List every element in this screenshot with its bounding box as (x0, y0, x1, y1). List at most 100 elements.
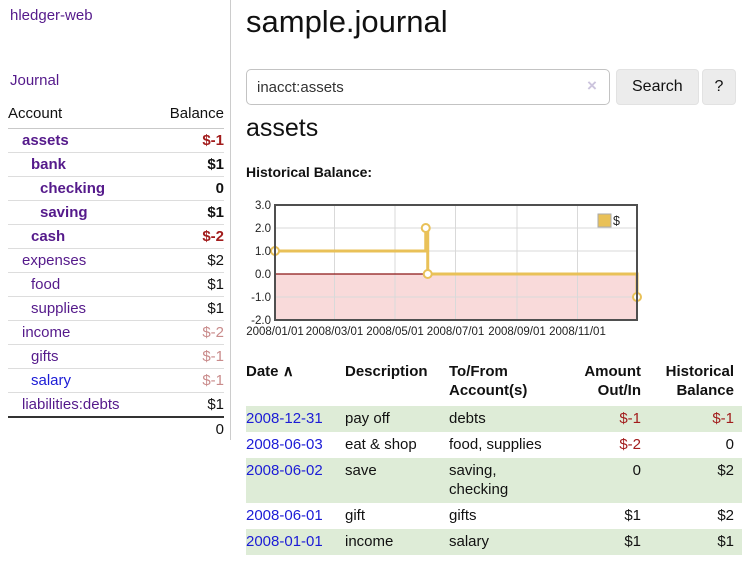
accounts-header-balance: Balance (153, 102, 224, 129)
transaction-description: eat & shop (345, 436, 417, 453)
account-link[interactable]: income (22, 324, 71, 341)
account-balance: $-2 (153, 320, 224, 345)
register-header-description: Description (345, 363, 428, 380)
svg-text:3.0: 3.0 (255, 200, 271, 212)
transaction-date-link[interactable]: 2008-12-31 (246, 410, 323, 427)
account-row: assets $-1 (8, 128, 224, 153)
account-link[interactable]: bank (31, 156, 67, 173)
account-link[interactable]: food (31, 276, 61, 293)
svg-text:2008/03/01: 2008/03/01 (306, 326, 364, 338)
register-header-balance: Historical Balance (665, 363, 734, 399)
account-link[interactable]: supplies (31, 300, 87, 317)
account-row: income $-2 (8, 320, 224, 345)
transaction-balance: 0 (725, 436, 734, 453)
search-button[interactable]: Search (616, 69, 699, 105)
accounts-table: Account Balance assets $-1 bank $1 checking 0… (8, 102, 224, 441)
clear-search-icon[interactable]: × (587, 76, 597, 95)
accounts-total-balance: 0 (153, 416, 224, 441)
transaction-accounts: saving, checking (449, 458, 561, 503)
svg-text:0.0: 0.0 (255, 269, 271, 281)
transaction-description: pay off (345, 406, 449, 432)
account-balance: $1 (153, 392, 224, 418)
account-balance: $-2 (153, 224, 224, 249)
account-link[interactable]: expenses (22, 252, 87, 269)
account-link[interactable]: salary (31, 372, 72, 389)
svg-text:2008/11/01: 2008/11/01 (549, 326, 606, 338)
svg-text:-2.0: -2.0 (251, 315, 271, 327)
register-row: 2008-06-03 eat & shop food, supplies $-2 0 (246, 432, 742, 458)
account-link[interactable]: saving (40, 204, 88, 221)
register-table: Date ∧ Description To/From Account(s) Am… (246, 358, 742, 555)
register-header-date[interactable]: Date ∧ (246, 358, 345, 406)
register-row: 2008-01-01 income salary $1 $1 (246, 529, 742, 555)
transaction-accounts: gifts (449, 507, 477, 524)
sidebar-divider (230, 0, 231, 440)
account-balance: $1 (153, 200, 224, 225)
transaction-date-link[interactable]: 2008-06-01 (246, 507, 323, 524)
account-link[interactable]: gifts (31, 348, 59, 365)
account-balance: $-1 (153, 344, 224, 369)
account-row: saving $1 (8, 200, 224, 225)
account-row: liabilities:debts $1 (8, 392, 224, 418)
account-link[interactable]: cash (31, 228, 66, 245)
transaction-balance: $1 (649, 529, 742, 555)
svg-text:2008/09/01: 2008/09/01 (488, 326, 546, 338)
transaction-amount: 0 (561, 458, 649, 503)
account-balance: $2 (153, 248, 224, 273)
transaction-amount: $1 (624, 507, 641, 524)
transaction-amount: $-2 (619, 436, 641, 453)
transaction-balance: $-1 (649, 406, 742, 432)
account-balance: $-1 (153, 128, 224, 153)
sort-ascending-icon: ∧ (282, 363, 294, 380)
accounts-header-account: Account (8, 102, 154, 129)
register-header-date-label: Date (246, 363, 279, 380)
transaction-balance: $2 (649, 458, 742, 503)
account-row: bank $1 (8, 152, 224, 177)
account-link[interactable]: checking (40, 180, 106, 197)
svg-text:$: $ (613, 214, 620, 228)
account-row: cash $-2 (8, 224, 224, 249)
account-balance: $1 (153, 152, 224, 177)
accounts-total-row: 0 (8, 416, 224, 441)
register-header-amount: Amount Out/In (584, 363, 641, 399)
accounts-table-body: assets $-1 bank $1 checking 0 saving $1 cash $-2 e… (8, 128, 224, 418)
svg-text:2008/01/01: 2008/01/01 (246, 326, 304, 338)
register-table-header: Date ∧ Description To/From Account(s) Am… (246, 358, 742, 406)
account-heading: assets (246, 114, 319, 142)
balance-chart: $3.0 2.0 1.0 0.0 -1.0 -2.0 2008/01/01 2008/03/0… (246, 196, 742, 342)
transaction-amount: $-1 (561, 406, 649, 432)
search-input[interactable] (246, 69, 610, 105)
register-row: 2008-06-01 gift gifts $1 $2 (246, 503, 742, 529)
account-link[interactable]: liabilities:debts (22, 396, 120, 413)
account-row: checking 0 (8, 176, 224, 201)
sidebar-item-journal[interactable]: Journal (10, 72, 60, 89)
transaction-date-link[interactable]: 2008-06-03 (246, 436, 323, 453)
account-balance: $1 (153, 272, 224, 297)
svg-text:1.0: 1.0 (255, 246, 271, 258)
account-link[interactable]: assets (22, 132, 69, 149)
transaction-date-link[interactable]: 2008-06-02 (246, 462, 323, 479)
help-button[interactable]: ? (702, 69, 736, 105)
register-header-accounts: To/From Account(s) (449, 363, 528, 399)
account-row: food $1 (8, 272, 224, 297)
account-row: supplies $1 (8, 296, 224, 321)
transaction-accounts: food, supplies (449, 436, 542, 453)
transaction-description: gift (345, 507, 366, 524)
account-balance: $1 (153, 296, 224, 321)
transaction-accounts: debts (449, 406, 561, 432)
transaction-description: income (345, 529, 449, 555)
svg-text:2008/07/01: 2008/07/01 (427, 326, 485, 338)
accounts-table-header: Account Balance (8, 102, 224, 129)
svg-text:-1.0: -1.0 (251, 292, 271, 304)
transaction-balance: $2 (717, 507, 734, 524)
transaction-date-link[interactable]: 2008-01-01 (246, 533, 323, 550)
brand-link[interactable]: hledger-web (10, 7, 93, 24)
page-title: sample.journal (246, 4, 448, 39)
svg-text:2008/05/01: 2008/05/01 (366, 326, 424, 338)
account-row: expenses $2 (8, 248, 224, 273)
register-row: 2008-06-02 save saving, checking 0 $2 (246, 458, 742, 503)
transaction-accounts: salary (449, 529, 561, 555)
transaction-description: save (345, 458, 449, 503)
